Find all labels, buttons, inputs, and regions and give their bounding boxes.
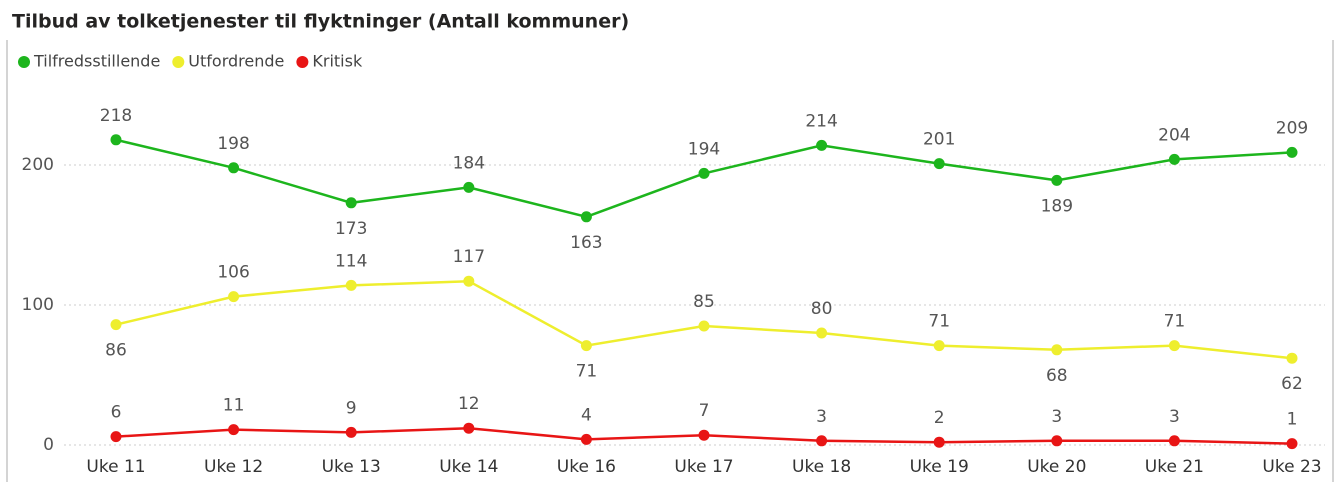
data-label: 204	[1158, 125, 1190, 145]
x-tick-label: Uke 23	[1262, 457, 1321, 477]
data-label: 106	[217, 263, 249, 283]
point	[345, 279, 357, 291]
data-label: 209	[1276, 118, 1308, 138]
data-label: 71	[928, 312, 950, 332]
point	[345, 426, 357, 438]
x-tick-label: Uke 13	[322, 457, 381, 477]
legend-label: Tilfredsstillende	[33, 52, 160, 71]
point	[1051, 344, 1063, 356]
data-label: 3	[1169, 407, 1180, 427]
point	[1286, 438, 1298, 450]
point	[580, 211, 592, 223]
point	[1168, 153, 1180, 165]
point	[463, 181, 475, 193]
data-label: 114	[335, 251, 367, 271]
point	[580, 433, 592, 445]
data-label: 184	[453, 153, 485, 173]
point	[1051, 435, 1063, 447]
point	[816, 139, 828, 151]
x-tick-label: Uke 21	[1145, 457, 1204, 477]
x-tick-label: Uke 19	[910, 457, 969, 477]
data-label: 2	[934, 408, 945, 428]
point	[1168, 340, 1180, 352]
point	[1286, 352, 1298, 364]
data-label: 218	[100, 106, 132, 126]
data-label: 11	[223, 396, 245, 416]
point	[345, 197, 357, 209]
y-tick-label: 100	[22, 295, 54, 315]
x-tick-label: Uke 17	[674, 457, 733, 477]
data-label: 86	[105, 341, 127, 361]
legend-marker	[296, 56, 309, 68]
point	[1286, 146, 1298, 158]
point	[816, 327, 828, 339]
point	[228, 162, 240, 174]
point	[110, 134, 122, 146]
data-label: 198	[217, 134, 249, 154]
legend-label: Utfordrende	[188, 52, 284, 71]
data-label: 80	[811, 299, 833, 319]
point	[228, 291, 240, 303]
point	[933, 436, 945, 448]
y-tick-label: 0	[43, 435, 54, 455]
legend-marker	[172, 56, 185, 68]
point	[110, 319, 122, 331]
data-label: 6	[111, 403, 122, 423]
data-label: 214	[805, 111, 837, 131]
point	[580, 340, 592, 352]
y-tick-label: 200	[22, 155, 54, 175]
data-label: 189	[1041, 196, 1073, 216]
data-label: 9	[346, 398, 357, 418]
data-label: 12	[458, 394, 480, 414]
data-label: 163	[570, 233, 602, 253]
data-label: 201	[923, 130, 955, 150]
data-label: 3	[816, 407, 827, 427]
point	[698, 429, 710, 441]
data-label: 71	[1164, 312, 1186, 332]
point	[1168, 435, 1180, 447]
data-label: 173	[335, 219, 367, 239]
point	[816, 435, 828, 447]
point	[463, 275, 475, 287]
point	[933, 340, 945, 352]
data-label: 4	[581, 405, 592, 425]
point	[933, 158, 945, 170]
data-label: 194	[688, 139, 720, 159]
x-tick-label: Uke 12	[204, 457, 263, 477]
x-tick-label: Uke 16	[557, 457, 616, 477]
point	[1051, 174, 1063, 186]
x-tick-label: Uke 11	[86, 457, 145, 477]
data-label: 3	[1051, 407, 1062, 427]
x-tick-label: Uke 20	[1027, 457, 1086, 477]
legend-label: Kritisk	[312, 52, 363, 71]
point	[698, 320, 710, 332]
point	[228, 424, 240, 436]
data-label: 117	[453, 247, 485, 267]
chart-title: Tilbud av tolketjenester til flyktninger…	[12, 11, 629, 33]
point	[463, 422, 475, 434]
data-label: 1	[1287, 410, 1298, 430]
x-tick-label: Uke 14	[439, 457, 498, 477]
data-label: 62	[1281, 374, 1303, 394]
x-tick-label: Uke 18	[792, 457, 851, 477]
data-label: 85	[693, 292, 715, 312]
data-label: 7	[699, 401, 710, 421]
point	[698, 167, 710, 179]
point	[110, 431, 122, 443]
data-label: 68	[1046, 366, 1068, 386]
legend-marker	[18, 56, 30, 68]
data-label: 71	[576, 362, 598, 382]
